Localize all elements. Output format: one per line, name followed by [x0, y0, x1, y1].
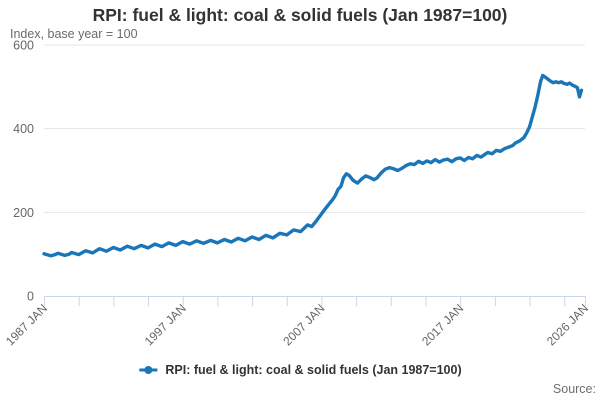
x-axis-label-2017: 2017 JAN: [419, 301, 466, 348]
y-axis-label-200: 200: [13, 206, 34, 220]
legend-item[interactable]: RPI: fuel & light: coal & solid fuels (J…: [138, 363, 462, 377]
y-axis-label-600: 600: [13, 39, 34, 53]
x-axis-label-1987: 1987 JAN: [3, 301, 50, 348]
x-axis-label-2007: 2007 JAN: [280, 301, 327, 348]
legend-line-marker-icon: [139, 366, 158, 374]
chart-title: RPI: fuel & light: coal & solid fuels (J…: [92, 5, 508, 25]
x-axis-label-1997: 1997 JAN: [142, 301, 189, 348]
series-line-0: [42, 73, 584, 258]
chart-subtitle: Index, base year = 100: [10, 27, 138, 41]
legend-label: RPI: fuel & light: coal & solid fuels (J…: [165, 363, 462, 377]
y-axis-label-400: 400: [13, 122, 34, 136]
x-axis-label-2026: 2026 JAN: [544, 301, 591, 348]
source-label: Source:: [552, 382, 596, 396]
y-axis-label-0: 0: [27, 290, 34, 304]
